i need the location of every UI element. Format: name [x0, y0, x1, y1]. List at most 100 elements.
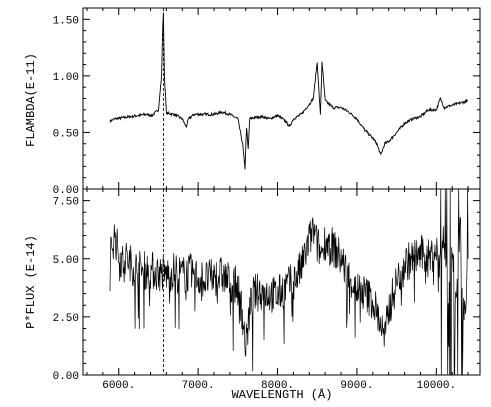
- flambda-data-point: [396, 132, 397, 133]
- pflux-data-point: [118, 254, 119, 255]
- pflux-frame: [82, 188, 481, 376]
- pflux-xtick-label: 6000.: [102, 380, 135, 392]
- flambda-data-point: [317, 62, 318, 63]
- pflux-data-point: [325, 240, 326, 241]
- pflux-data-point: [285, 286, 286, 287]
- flambda-data-point: [242, 143, 243, 144]
- flambda-data-point: [436, 109, 437, 110]
- flambda-data-point: [384, 143, 385, 144]
- pflux-ytick-label: 7.50: [53, 197, 79, 209]
- pflux-data-point: [110, 247, 111, 248]
- pflux-data-point: [356, 288, 357, 289]
- pflux-data-point: [321, 254, 322, 255]
- flambda-data-point: [163, 13, 164, 14]
- pflux-data-point: [467, 258, 468, 259]
- pflux-data-point: [340, 258, 341, 259]
- pflux-data-point: [182, 274, 183, 275]
- pflux-data-point: [372, 300, 373, 301]
- pflux-data-point: [452, 247, 453, 248]
- flambda-data-point: [277, 115, 278, 116]
- pflux-data-point: [245, 347, 246, 348]
- pflux-data-point: [460, 223, 461, 224]
- flambda-data-point: [154, 113, 155, 114]
- flambda-ytick-label: 1.00: [53, 72, 79, 84]
- flambda-data-point: [213, 114, 214, 115]
- pflux-data-point: [277, 295, 278, 296]
- pflux-data-point: [221, 274, 222, 275]
- wavelength-axis-label: WAVELENGTH (Å): [232, 387, 333, 402]
- pflux-data-point: [388, 309, 389, 310]
- pflux-xtick-label: 7000.: [182, 380, 215, 392]
- pflux-data-point: [150, 270, 151, 271]
- flambda-data-point: [336, 107, 337, 108]
- pflux-data-point: [436, 249, 437, 250]
- pflux-xtick-label: 8000.: [261, 380, 294, 392]
- pflux-data-point: [428, 258, 429, 259]
- pflux-ytick-label: 5.00: [53, 255, 79, 267]
- flambda-data-point: [320, 115, 321, 116]
- flambda-data-point: [188, 118, 189, 119]
- flambda-data-point: [246, 126, 247, 127]
- flambda-data-point: [158, 109, 159, 110]
- pflux-axis-label: P*FLUX (E-14): [24, 235, 38, 329]
- pflux-data-point: [440, 270, 441, 271]
- flambda-data-point: [452, 105, 453, 106]
- pflux-data-point: [213, 277, 214, 278]
- pflux-data-point: [229, 281, 230, 282]
- pflux-xtick-label: 10000.: [417, 380, 457, 392]
- flambda-data-point: [205, 114, 206, 115]
- flambda-ytick-label: 1.50: [53, 15, 79, 27]
- flambda-data-point: [404, 123, 405, 124]
- pflux-data-point: [364, 293, 365, 294]
- flambda-series-line: [109, 12, 469, 170]
- pflux-data-point: [122, 263, 123, 264]
- flambda-data-point: [198, 114, 199, 115]
- flambda-data-point: [261, 116, 262, 117]
- pflux-data-point: [444, 235, 445, 236]
- flambda-data-point: [114, 118, 115, 119]
- flambda-data-point: [151, 115, 152, 116]
- flambda-data-point: [285, 121, 286, 122]
- pflux-data-point: [249, 309, 250, 310]
- pflux-data-point: [309, 240, 310, 241]
- pflux-data-point: [317, 244, 318, 245]
- flambda-data-point: [253, 117, 254, 118]
- pflux-data-point: [158, 272, 159, 273]
- pflux-data-point: [464, 328, 465, 329]
- flambda-data-point: [182, 118, 183, 119]
- flambda-axis-label: FLAMBDA(E-11): [24, 53, 38, 147]
- flambda-data-point: [221, 111, 222, 112]
- pflux-data-point: [134, 267, 135, 268]
- flambda-data-point: [388, 141, 389, 142]
- pflux-data-point: [404, 263, 405, 264]
- pflux-data-point: [384, 340, 385, 341]
- pflux-data-point: [237, 286, 238, 287]
- pflux-data-point: [348, 277, 349, 278]
- flambda-data-point: [309, 104, 310, 105]
- flambda-data-point: [289, 126, 290, 127]
- flambda-data-point: [376, 143, 377, 144]
- pflux-data-point: [241, 309, 242, 310]
- flambda-data-point: [356, 118, 357, 119]
- flambda-data-point: [329, 104, 330, 105]
- flambda-data-point: [138, 115, 139, 116]
- pflux-xtick-label: 9000.: [340, 380, 373, 392]
- pflux-data-point: [380, 323, 381, 324]
- pflux-panel: 0.00 2.50 5.00 7.50 6000. 7000. 8000. 9000. 1000…: [53, 188, 481, 392]
- pflux-data-point: [261, 291, 262, 292]
- flambda-panel: 0.00 0.50 1.00 1.50: [53, 7, 481, 197]
- flambda-data-point: [237, 118, 238, 119]
- pflux-data-point: [190, 272, 191, 273]
- pflux-data-point: [109, 305, 110, 306]
- flambda-data-point: [229, 114, 230, 115]
- flambda-data-point: [372, 137, 373, 138]
- flambda-data-point: [186, 126, 187, 127]
- flambda-data-point: [467, 100, 468, 101]
- flambda-data-point: [244, 168, 245, 169]
- flambda-data-point: [340, 107, 341, 108]
- flambda-data-point: [130, 116, 131, 117]
- flambda-data-point: [325, 100, 326, 101]
- flambda-data-point: [146, 114, 147, 115]
- flambda-data-point: [412, 118, 413, 119]
- flambda-data-point: [333, 107, 334, 108]
